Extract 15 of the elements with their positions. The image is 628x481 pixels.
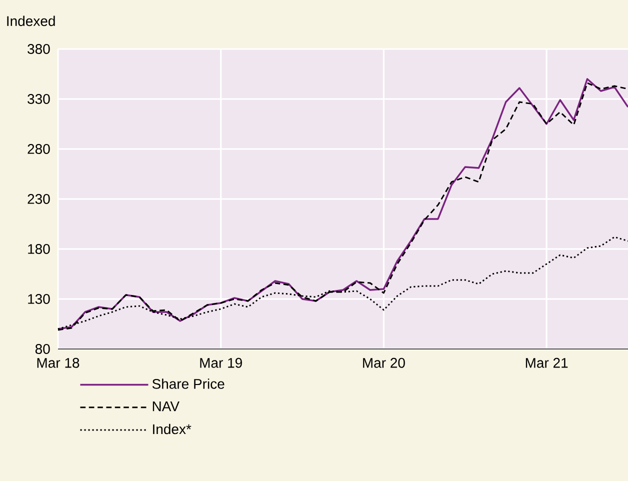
x-tick-label: Mar 18 xyxy=(37,358,80,368)
y-axis-title: Indexed xyxy=(7,16,55,26)
y-tick-label: 180 xyxy=(28,244,50,254)
x-tick-label: Mar 20 xyxy=(363,358,405,368)
y-tick-label: 330 xyxy=(28,94,50,104)
legend-label: NAV xyxy=(152,402,180,412)
y-tick-label: 380 xyxy=(28,44,50,54)
x-tick-label: Mar 21 xyxy=(526,358,568,368)
x-tick-label: Mar 19 xyxy=(200,358,242,368)
y-tick-label: 130 xyxy=(28,294,50,304)
legend-label: Index* xyxy=(153,424,192,434)
y-tick-label: 80 xyxy=(35,344,50,354)
legend-label: Share Price xyxy=(152,378,224,389)
y-tick-label: 280 xyxy=(28,144,50,154)
y-tick-label: 230 xyxy=(28,194,50,204)
